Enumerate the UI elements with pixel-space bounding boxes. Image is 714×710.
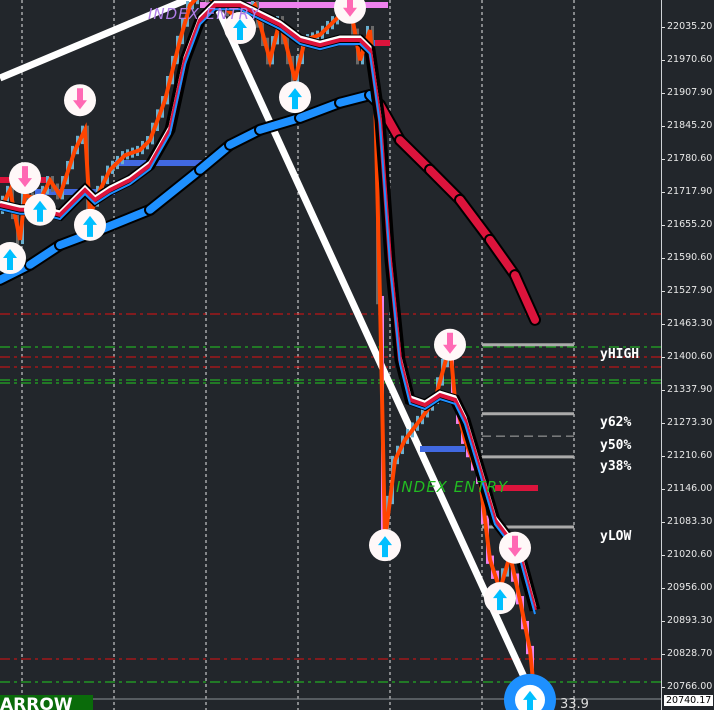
arrow-up-icon [3,249,17,271]
price-tick: 21780.60 [661,153,713,164]
candle [206,0,209,3]
price-tick: 20956.00 [661,582,713,593]
slow-ma-segment [196,140,234,174]
arrow-down-icon [508,535,522,557]
price-tick: 21020.60 [661,549,713,560]
level-label-ylow: yLOW [600,529,632,544]
price-tick: 21717.90 [661,186,713,197]
price-tick: 22035.20 [661,21,713,32]
arrow-down-icon [343,0,357,17]
price-plot[interactable] [0,0,661,710]
arrow-up-icon [233,19,247,41]
arrow-indicator-label: ARROW [0,695,93,710]
level-label-y62: y62% [600,415,632,430]
arrow-up-icon [523,690,537,710]
price-tick: 21273.30 [661,417,713,428]
arrow-up-icon [83,215,97,237]
arrow-up-icon [378,536,392,558]
current-price-tag: 20740.17 [664,695,714,706]
price-tick: 21655.20 [661,219,713,230]
price-tick: 20766.00 [661,681,713,692]
index-entry-label-top: INDEX ENTRY [148,5,261,23]
price-tick: 21463.30 [661,318,713,329]
price-tick: 21527.90 [661,285,713,296]
slow-ma-segment [296,98,344,122]
price-tick: 21083.30 [661,516,713,527]
price-tick: 21907.90 [661,87,713,98]
price-tick: 20893.30 [661,615,713,626]
candle [196,0,199,5]
arrow-down-icon [443,332,457,354]
level-label-y38: y38% [600,459,632,474]
level-label-y50: y50% [600,438,632,453]
trend-line [0,0,195,82]
fast-ma-line [0,3,537,611]
slow-ma-segment [426,165,464,204]
slow-ma-segment [146,165,204,214]
price-tick: 21590.60 [661,252,713,263]
fast-ma-lower-band [0,8,536,615]
price-tick: 21210.60 [661,450,713,461]
slow-ma-segment [396,136,434,174]
slow-ma-segment [456,195,494,244]
candle [201,0,204,1]
price-tick: 21337.90 [661,384,713,395]
slow-ma-segment [96,205,154,235]
arrow-down-icon [18,166,32,188]
price-tick: 21845.20 [661,120,713,131]
price-tick: 21146.00 [661,483,713,494]
trend-line [210,0,534,692]
arrow-down-icon [73,88,87,110]
arrow-up-icon [33,200,47,222]
indicator-value: 33.9 [560,697,589,710]
index-entry-label-bottom: INDEX ENTRY [396,478,509,496]
price-tick: 20828.70 [661,648,713,659]
slow-ma-segment [486,235,519,280]
level-label-yhigh: yHIGH [600,347,640,362]
slow-ma-segment [256,113,304,134]
price-tick: 21970.60 [661,54,713,65]
price-axis[interactable]: 20740.17 22035.20 21970.60 21907.90 21845.2… [661,0,714,710]
arrow-up-icon [288,88,302,110]
price-tick: 21400.60 [661,351,713,362]
slow-ma-segment [511,271,539,324]
arrow-up-icon [493,589,507,611]
